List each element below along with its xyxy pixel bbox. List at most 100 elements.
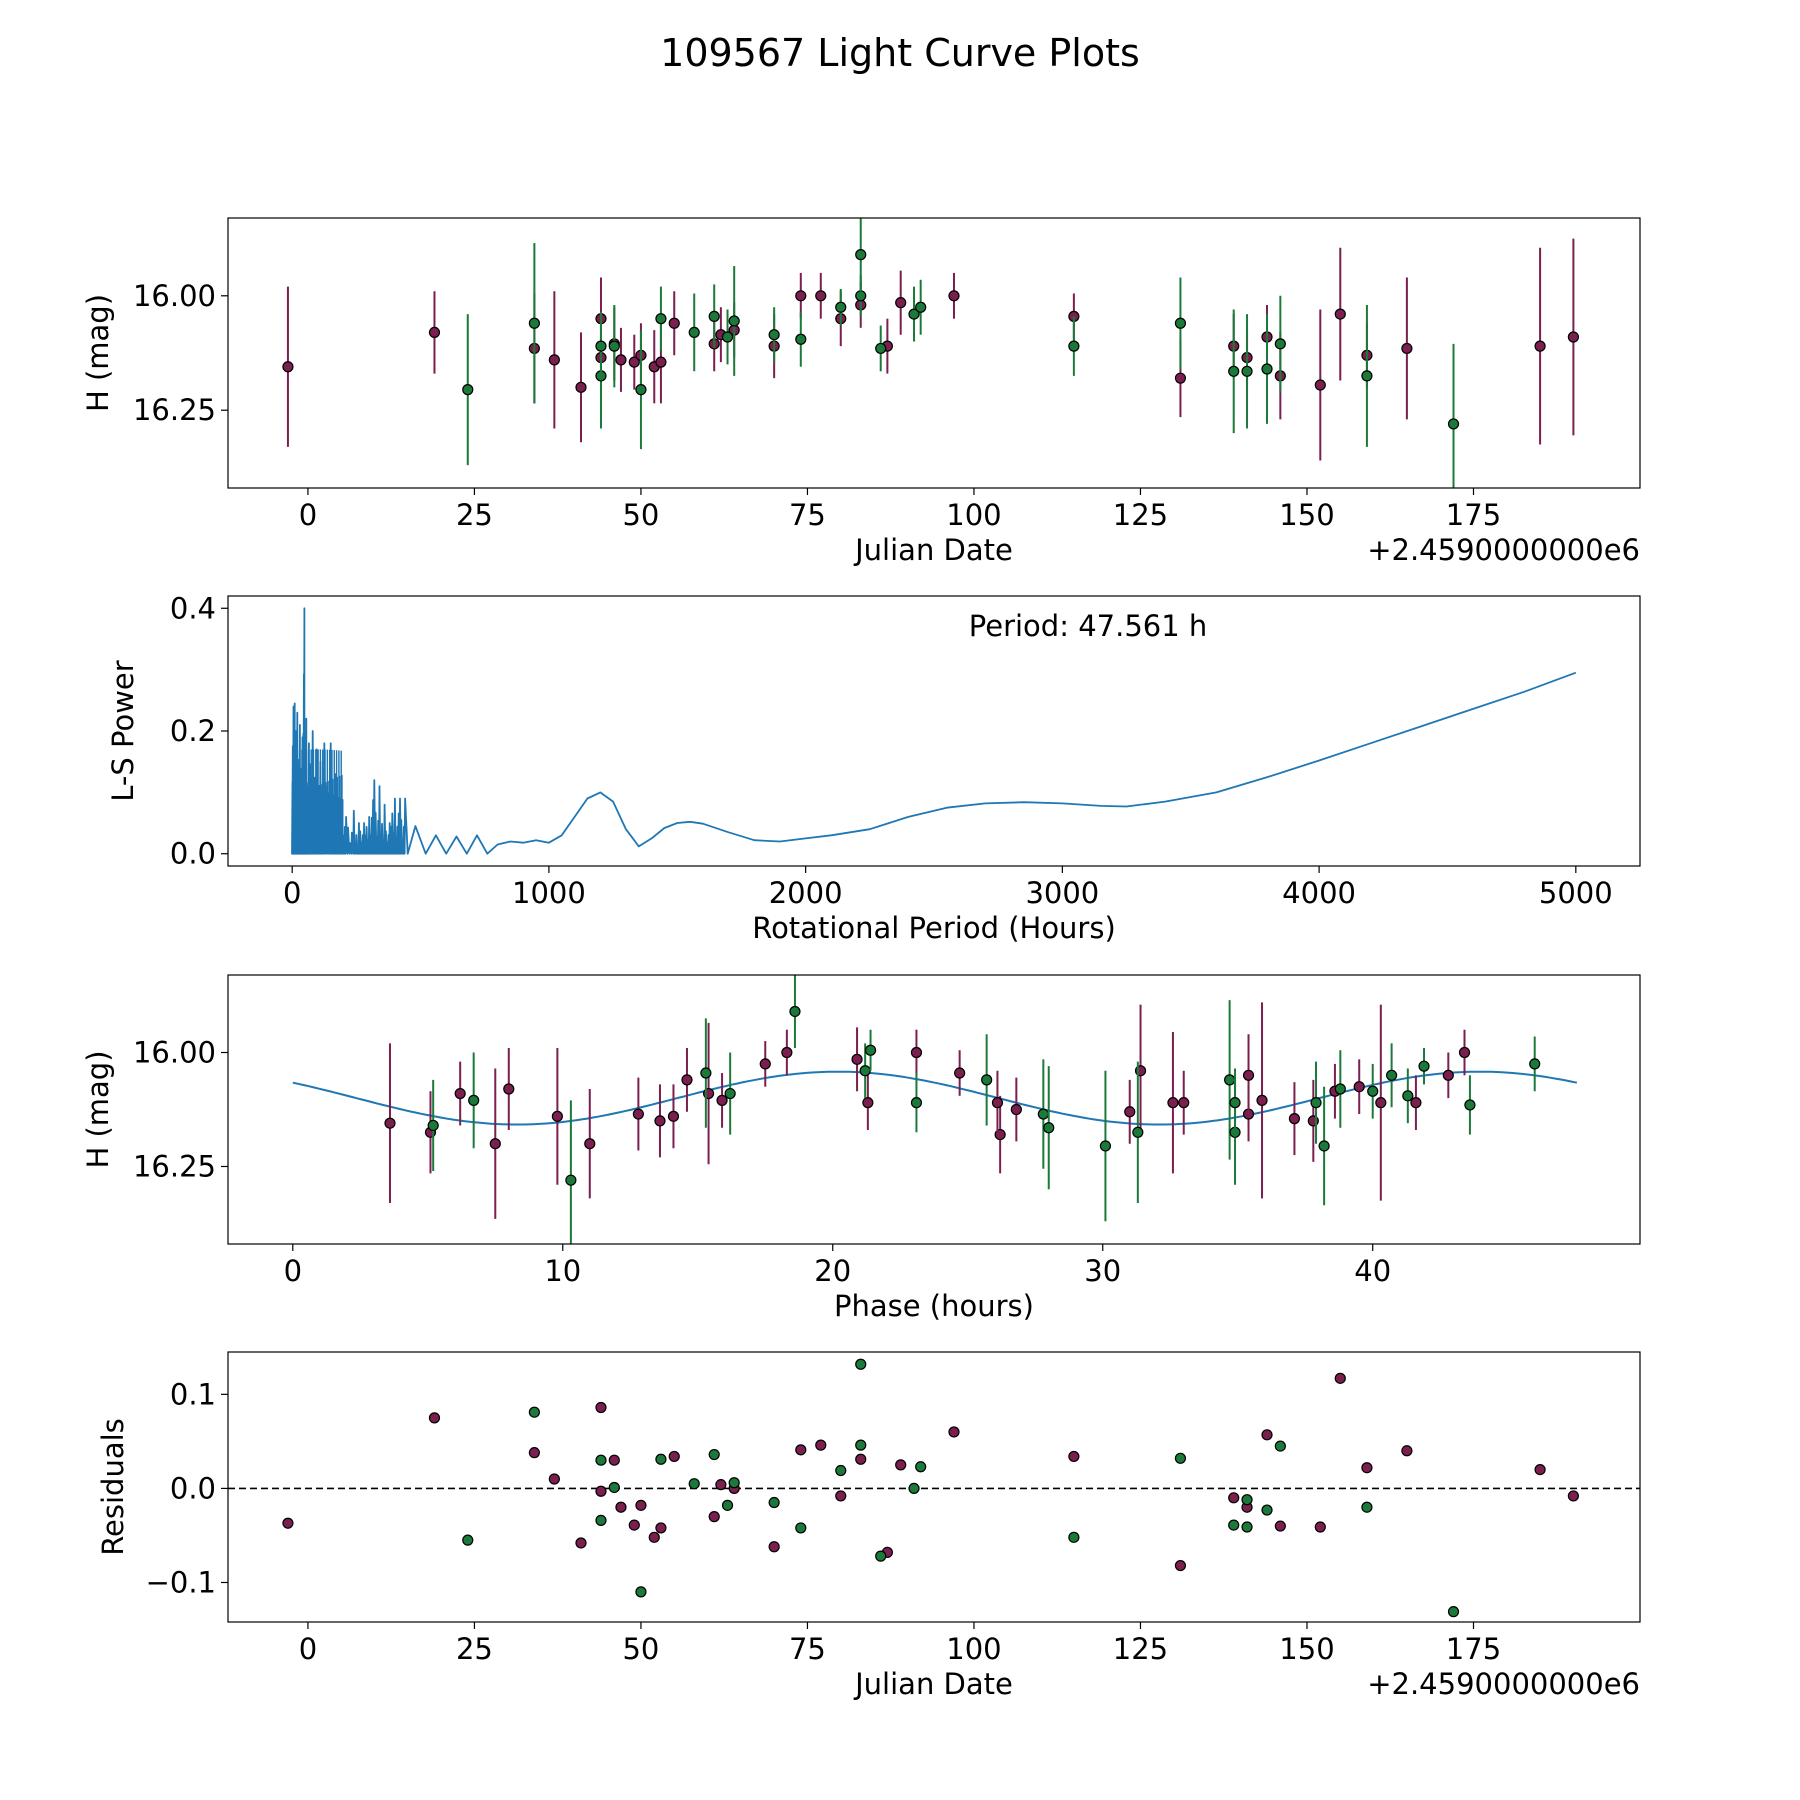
data-point [954,1050,966,1096]
data-marker [1043,1122,1055,1134]
data-point [584,1088,596,1199]
data-marker [503,1083,515,1095]
data-marker [864,1044,877,1056]
data-point [1401,1445,1413,1457]
data-point [1229,1068,1241,1137]
data-marker [1314,379,1326,391]
data-marker [768,329,780,341]
data-point [768,1496,780,1509]
data-point [655,286,667,351]
data-marker [1318,1140,1330,1152]
data-point [1242,1034,1255,1117]
data-marker [789,1005,801,1018]
plot-area [292,975,1578,1244]
data-point [1261,314,1273,424]
data-marker [708,310,720,322]
data-point [1534,1463,1546,1476]
phasefold-axes: 0 10 20 30 40 16.25 16.00 Phase (hours) H (mag) [81,974,1641,1323]
lightcurve-axes: 0 25 50 75 100 125 150 175 16.25 16.00 Julian Date… [81,217,1641,567]
data-marker [635,1586,647,1598]
data-point [1442,1052,1454,1099]
data-point [875,1550,887,1562]
data-point [595,1454,607,1466]
data-point [1228,309,1240,434]
data-point [615,327,627,392]
data-marker [1274,1440,1286,1452]
axis-offset-label: +2.4590000000e6 [1367,1667,1640,1701]
data-point [728,266,740,376]
data-marker [1037,1108,1049,1120]
data-point [795,1444,807,1456]
data-point [1334,1372,1346,1384]
data-marker [1567,1490,1579,1502]
data-marker [1534,1463,1546,1476]
data-marker [815,290,827,302]
data-marker [1167,1097,1179,1109]
data-point [595,1485,607,1497]
data-marker [1228,1492,1240,1504]
data-point [608,1454,620,1466]
data-marker [855,1439,867,1451]
x-axis-label: Julian Date [853,1667,1013,1701]
data-marker [1174,372,1187,384]
x-tick-label: 30 [1084,1254,1121,1288]
data-point [875,325,887,372]
data-marker [632,1108,644,1120]
data-marker [1124,1106,1136,1118]
x-tick-label: 20 [814,1254,851,1288]
data-marker [1174,317,1187,329]
y-tick-label: 16.25 [133,393,216,427]
data-marker [528,317,540,329]
data-marker [628,356,640,368]
data-point [835,288,847,326]
data-marker [551,1110,563,1122]
data-point [1361,304,1373,447]
x-tick-label: 10 [544,1254,581,1288]
data-point [948,272,960,319]
data-marker [1402,1090,1414,1102]
data-point [1314,1521,1326,1533]
data-marker [795,290,807,302]
data-marker [862,1097,874,1109]
data-point [728,1477,740,1489]
y-tick-label: 0.2 [170,714,216,748]
data-marker [655,1453,667,1465]
data-marker [835,301,847,313]
y-tick-label: 0.4 [170,591,216,625]
y-tick-label: 0.1 [170,1377,216,1411]
data-point [1386,1043,1398,1108]
data-marker [655,356,667,368]
data-marker [575,381,587,393]
axis-offset-label: +2.4590000000e6 [1367,533,1640,567]
data-marker [384,1117,396,1129]
data-marker [454,1087,466,1100]
data-point [595,311,607,381]
data-marker [728,1477,740,1489]
data-marker [635,1499,647,1511]
x-tick-label: 2000 [769,876,843,910]
data-marker [595,340,607,352]
data-marker [1401,342,1413,355]
data-marker [1442,1069,1454,1081]
period-annotation: Period: 47.561 h [969,609,1208,643]
data-point [716,1073,728,1128]
data-point [1037,1059,1049,1169]
data-point [1274,295,1286,392]
data-point [1361,1501,1373,1513]
x-tick-label: 175 [1446,498,1501,532]
axes-frame [227,974,1641,1245]
data-marker [548,1473,560,1485]
data-marker [1228,1519,1240,1531]
data-point [551,1047,563,1185]
plot-area [228,1358,1640,1618]
x-tick-label: 50 [622,1632,659,1666]
data-marker [615,354,627,366]
data-marker [565,1174,577,1186]
data-point [1334,1050,1346,1128]
data-marker [1386,1069,1398,1081]
data-point [724,1052,736,1135]
x-tick-label: 75 [789,1632,826,1666]
data-marker [708,1511,720,1523]
data-point [855,1453,867,1465]
